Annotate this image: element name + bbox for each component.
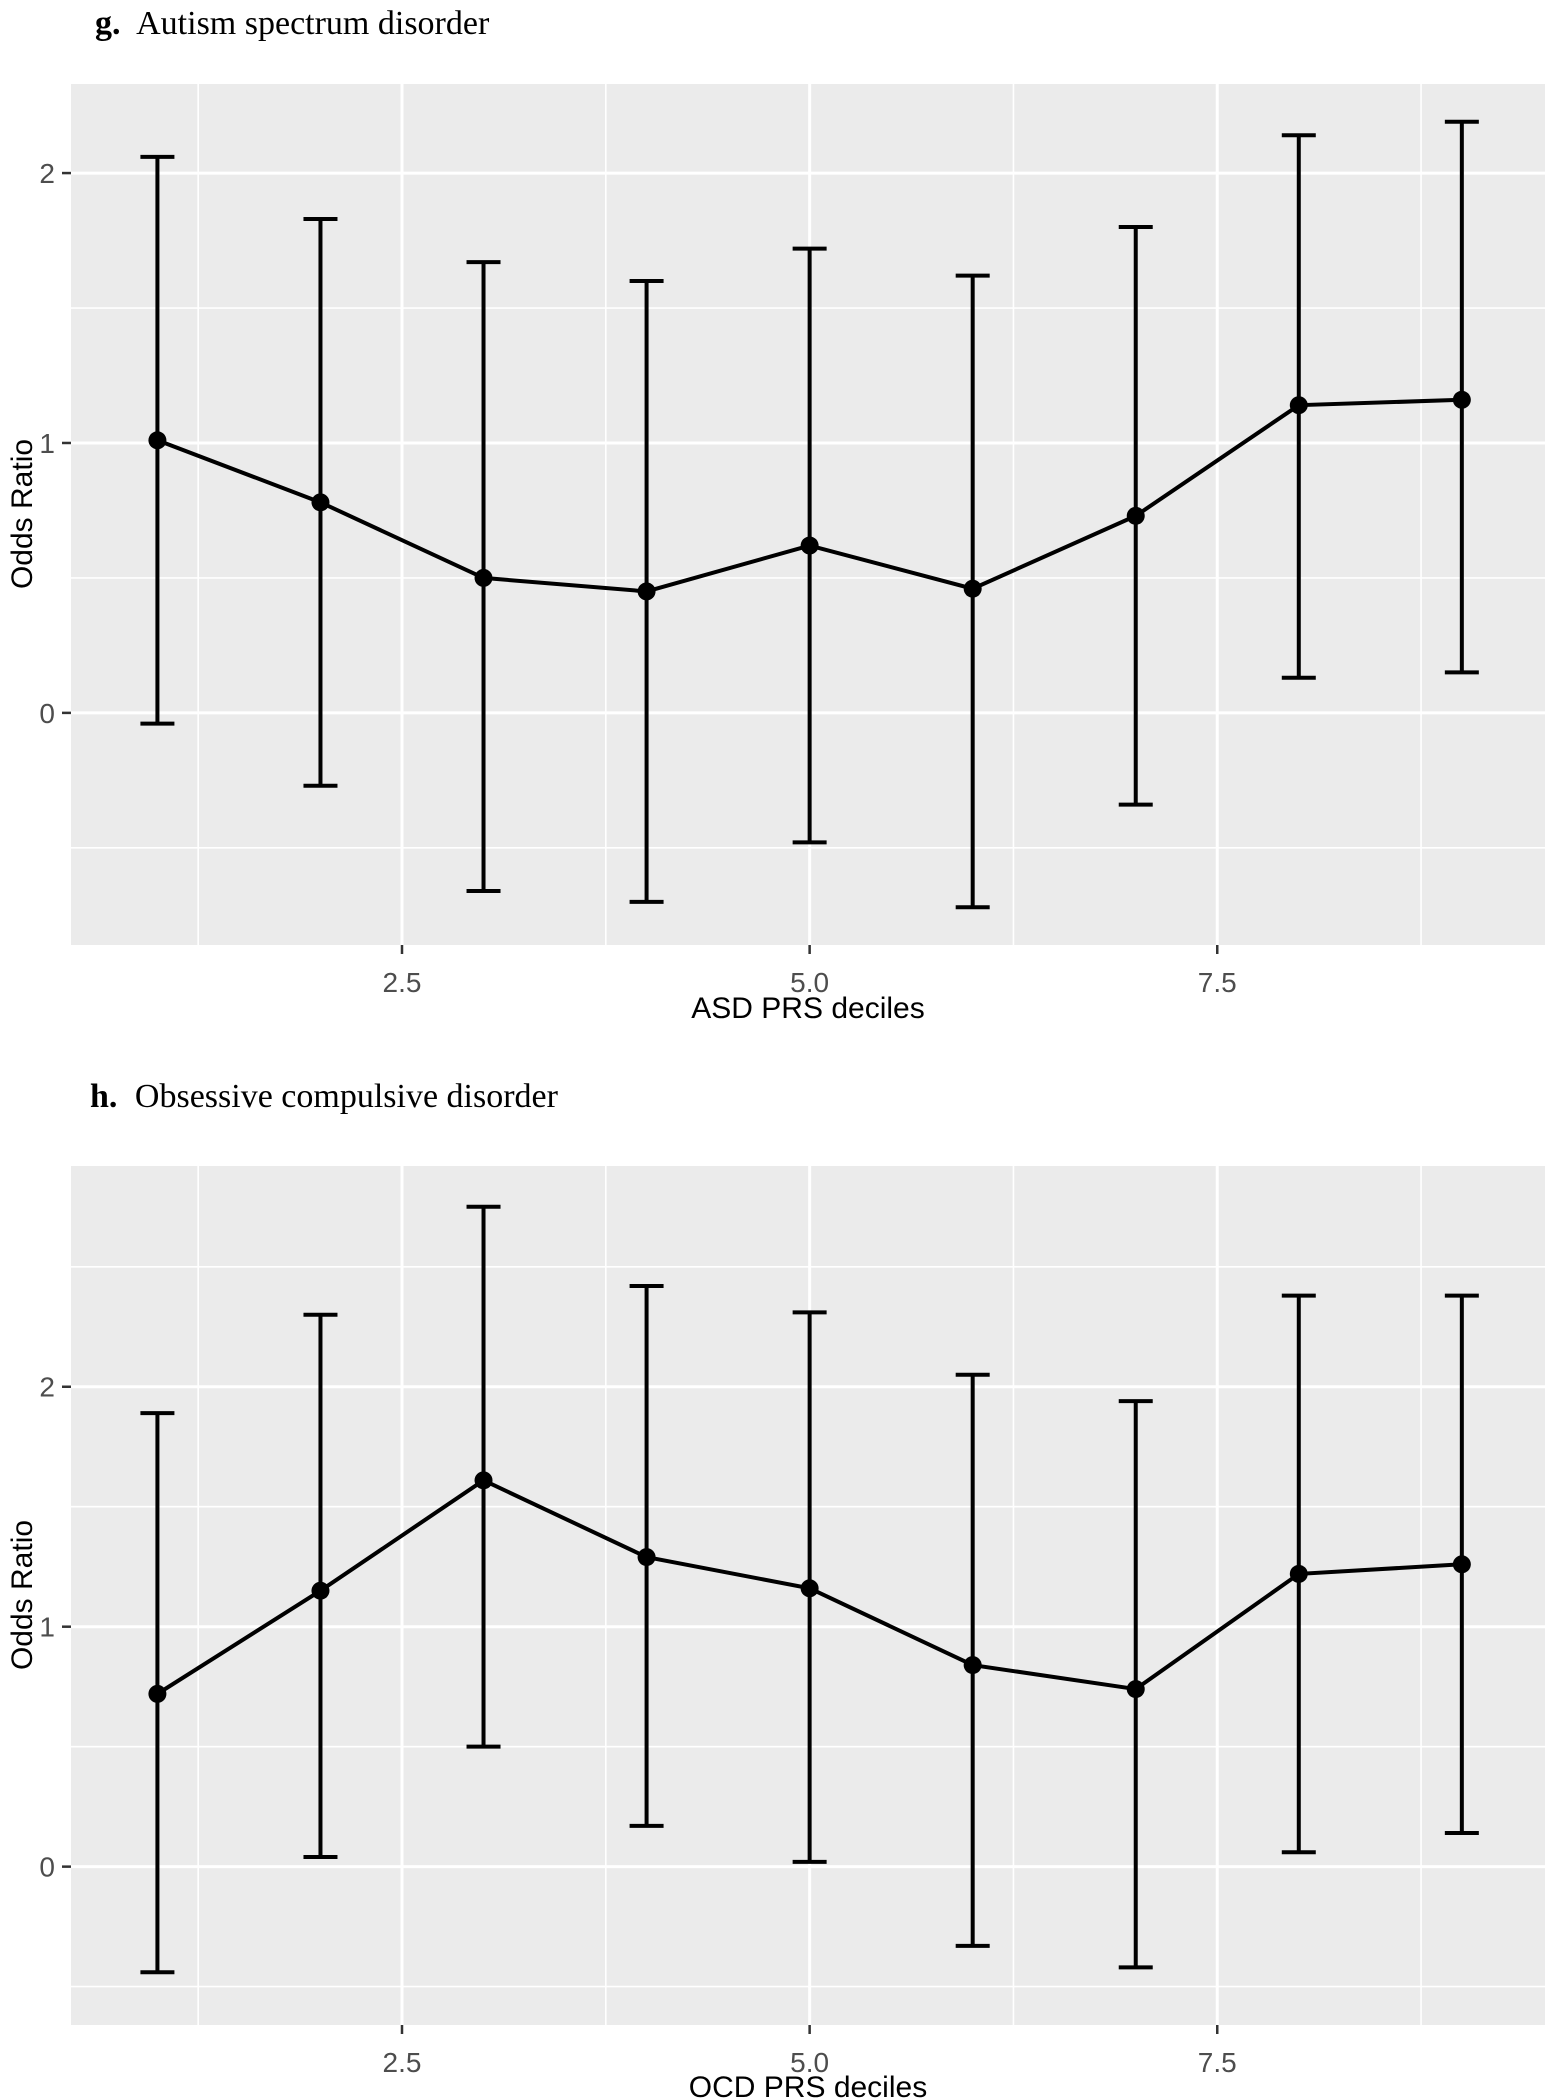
data-point bbox=[1289, 1564, 1308, 1583]
x-axis-title: OCD PRS deciles bbox=[689, 2071, 927, 2100]
y-tick-label: 1 bbox=[39, 1612, 55, 1643]
data-point bbox=[637, 1548, 656, 1567]
y-tick-label: 2 bbox=[39, 1372, 55, 1403]
data-point bbox=[963, 1656, 982, 1675]
chart-title: h. Obsessive compulsive disorder bbox=[90, 1078, 559, 1115]
x-tick-label: 7.5 bbox=[1198, 2047, 1237, 2078]
data-point bbox=[800, 536, 819, 555]
y-tick-label: 1 bbox=[39, 428, 55, 459]
ocd-odds-ratio-chart: h. Obsessive compulsive disorder 0 1 2 2.5 5… bbox=[6, 1078, 1545, 2100]
data-point bbox=[637, 582, 656, 601]
axis-ticks: 0 1 2 2.5 5.0 7.5 bbox=[39, 1372, 1236, 2078]
data-point bbox=[148, 431, 167, 450]
x-tick-label: 5.0 bbox=[790, 967, 829, 998]
y-axis-title: Odds Ratio bbox=[6, 439, 39, 589]
data-point bbox=[800, 1579, 819, 1598]
y-tick-label: 0 bbox=[39, 1852, 55, 1883]
data-point bbox=[1126, 1680, 1145, 1699]
x-tick-label: 2.5 bbox=[383, 2047, 422, 2078]
data-point bbox=[1452, 390, 1471, 409]
y-tick-label: 0 bbox=[39, 698, 55, 729]
chart-title-prefix: h. bbox=[90, 1078, 117, 1115]
x-tick-label: 2.5 bbox=[383, 967, 422, 998]
x-tick-label: 7.5 bbox=[1198, 967, 1237, 998]
data-point bbox=[474, 1471, 493, 1490]
data-series bbox=[148, 1471, 1471, 1703]
data-point bbox=[474, 568, 493, 587]
data-point bbox=[963, 579, 982, 598]
axis-ticks: 0 1 2 2.5 5.0 7.5 bbox=[39, 158, 1236, 998]
chart-title-prefix: g. bbox=[95, 5, 121, 42]
y-axis-title: Odds Ratio bbox=[6, 1520, 39, 1670]
data-series bbox=[148, 390, 1471, 601]
chart-title-text: Autism spectrum disorder bbox=[136, 5, 490, 42]
data-point bbox=[1452, 1555, 1471, 1574]
y-tick-label: 2 bbox=[39, 158, 55, 189]
data-point bbox=[1289, 396, 1308, 415]
x-tick-label: 5.0 bbox=[790, 2047, 829, 2078]
data-point bbox=[311, 493, 330, 512]
asd-odds-ratio-chart: g. Autism spectrum disorder 0 1 2 2.5 5.0 7.5… bbox=[6, 5, 1545, 1025]
data-point bbox=[1126, 506, 1145, 525]
x-axis-title: ASD PRS deciles bbox=[691, 992, 924, 1025]
data-point bbox=[311, 1581, 330, 1600]
chart-title: g. Autism spectrum disorder bbox=[95, 5, 490, 42]
chart-title-text: Obsessive compulsive disorder bbox=[135, 1078, 559, 1115]
data-point bbox=[148, 1684, 167, 1703]
